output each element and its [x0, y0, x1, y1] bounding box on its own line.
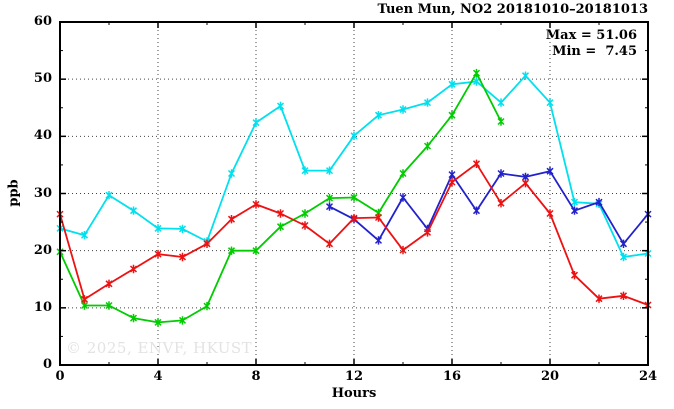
- plot-border: [59, 21, 649, 366]
- y-tick-label: 10: [33, 299, 52, 315]
- x-tick-label: 0: [55, 369, 65, 384]
- chart-title: Tuen Mun, NO2 20181010–20181013: [377, 2, 648, 17]
- green-line: [59, 72, 502, 324]
- y-axis-label: ppb: [6, 179, 22, 207]
- y-tick-label: 50: [33, 71, 52, 87]
- y-tick-label: 0: [42, 357, 52, 372]
- max-value-label: Max = 51.06: [545, 28, 637, 43]
- x-axis-label: Hours: [331, 386, 377, 401]
- stats-legend: Max = 51.06 Min = 7.45: [546, 28, 637, 60]
- x-tick-label: 12: [344, 369, 364, 384]
- x-tick-label: 24: [638, 369, 658, 384]
- x-tick-label: 16: [442, 369, 462, 384]
- blue-line: [329, 170, 649, 245]
- min-value-label: Min = 7.45: [552, 44, 637, 59]
- x-tick-label: 4: [153, 369, 163, 384]
- watermark: © 2025, ENVF, HKUST: [66, 339, 253, 357]
- y-tick-label: 20: [33, 242, 52, 258]
- x-tick-label: 20: [540, 369, 560, 384]
- y-tick-label: 30: [33, 185, 52, 201]
- y-tick-label: 40: [33, 128, 52, 144]
- y-tick-label: 60: [33, 14, 52, 29]
- x-tick-label: 8: [251, 369, 261, 384]
